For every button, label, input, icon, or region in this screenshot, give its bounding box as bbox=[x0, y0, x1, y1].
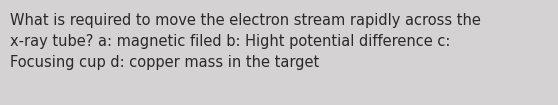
Text: What is required to move the electron stream rapidly across the
x-ray tube? a: m: What is required to move the electron st… bbox=[10, 13, 481, 70]
